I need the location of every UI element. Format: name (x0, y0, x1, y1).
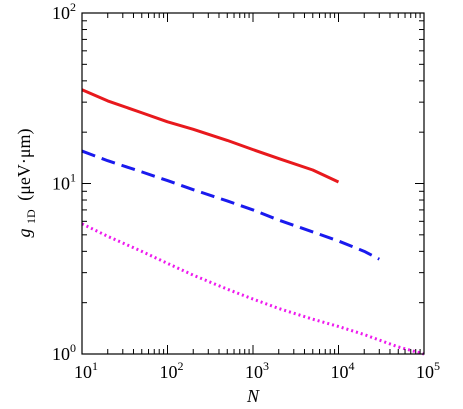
ticks-layer (81, 12, 425, 355)
y-axis-label: g 1D (μeV·μm) (14, 129, 39, 238)
x-tick-label: 103 (245, 359, 269, 382)
series-layer (81, 88, 425, 356)
y-tick-label: 100 (52, 341, 76, 364)
y-axis-unit: (μeV·μm) (14, 129, 35, 201)
series-line-1 (81, 88, 340, 184)
y-tick-label: 102 (52, 0, 76, 23)
x-tick-label: 101 (74, 359, 98, 382)
x-tick-label: 104 (331, 359, 355, 382)
plot-frame (81, 12, 425, 355)
x-tick-label: 102 (160, 359, 184, 382)
y-axis-symbol: g (14, 228, 34, 237)
y-tick-label: 101 (52, 171, 76, 194)
x-axis-label: N (246, 386, 260, 406)
y-axis-subscript: 1D (24, 209, 38, 224)
x-tick-label: 105 (416, 359, 440, 382)
series-line-2 (81, 149, 380, 261)
series-line-3 (81, 222, 425, 356)
